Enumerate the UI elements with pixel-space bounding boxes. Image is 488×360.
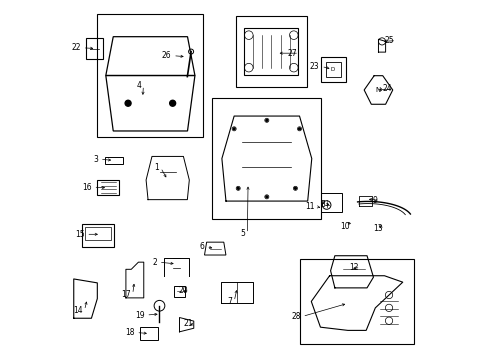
Text: 5: 5 bbox=[240, 229, 245, 238]
Text: 13: 13 bbox=[373, 224, 382, 233]
Text: 9: 9 bbox=[372, 196, 377, 205]
Text: 14: 14 bbox=[73, 306, 82, 315]
Text: 21: 21 bbox=[183, 319, 193, 328]
Bar bbox=[85, 227, 111, 240]
Bar bbox=[320, 193, 341, 212]
Text: 23: 23 bbox=[309, 62, 319, 71]
Bar bbox=[97, 180, 119, 195]
Circle shape bbox=[265, 119, 267, 121]
Circle shape bbox=[169, 100, 175, 106]
Text: 26: 26 bbox=[162, 51, 171, 60]
Text: 6: 6 bbox=[199, 242, 204, 251]
Text: 28: 28 bbox=[290, 312, 300, 321]
Text: D: D bbox=[330, 67, 335, 72]
Text: 16: 16 bbox=[82, 183, 91, 192]
Bar bbox=[140, 327, 158, 340]
Text: 10: 10 bbox=[339, 222, 349, 231]
Circle shape bbox=[237, 187, 239, 189]
Text: N: N bbox=[375, 87, 380, 93]
Text: II I: II I bbox=[322, 200, 328, 205]
Text: 15: 15 bbox=[75, 230, 84, 239]
Bar bbox=[174, 286, 184, 297]
Bar bbox=[97, 14, 203, 137]
Text: 4: 4 bbox=[137, 81, 142, 90]
Bar bbox=[235, 16, 306, 87]
Circle shape bbox=[298, 128, 300, 130]
Circle shape bbox=[125, 100, 131, 106]
Bar bbox=[299, 258, 413, 344]
Bar bbox=[82, 224, 114, 247]
Circle shape bbox=[265, 196, 267, 198]
Text: 27: 27 bbox=[287, 49, 297, 58]
Text: 12: 12 bbox=[348, 263, 358, 272]
Text: 18: 18 bbox=[125, 328, 134, 337]
Text: 22: 22 bbox=[71, 43, 81, 52]
Text: 24: 24 bbox=[381, 84, 391, 93]
Circle shape bbox=[294, 187, 296, 189]
Text: 19: 19 bbox=[135, 311, 144, 320]
Bar bbox=[85, 38, 103, 59]
Text: 20: 20 bbox=[178, 286, 188, 295]
Text: 25: 25 bbox=[384, 36, 394, 45]
Text: 17: 17 bbox=[121, 290, 131, 299]
Bar bbox=[325, 63, 340, 77]
Bar bbox=[320, 58, 345, 82]
Text: 11: 11 bbox=[305, 202, 314, 211]
Bar bbox=[244, 28, 298, 75]
Text: 8: 8 bbox=[320, 200, 325, 209]
Text: 2: 2 bbox=[152, 258, 157, 267]
Text: 7: 7 bbox=[227, 297, 232, 306]
Text: 3: 3 bbox=[93, 155, 98, 164]
Circle shape bbox=[233, 128, 235, 130]
Text: 1: 1 bbox=[154, 163, 159, 172]
Bar bbox=[212, 98, 321, 219]
